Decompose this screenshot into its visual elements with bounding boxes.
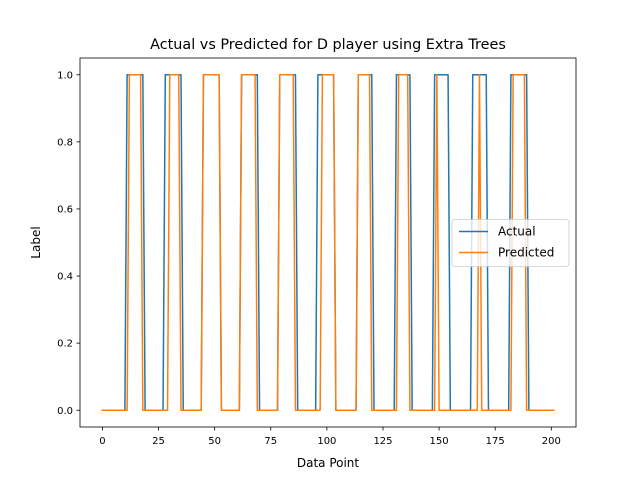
x-tick-label: 75 [264, 436, 277, 447]
x-tick-label: 0 [99, 436, 105, 447]
y-tick-label: 0.2 [57, 339, 73, 350]
x-tick-label: 125 [373, 436, 392, 447]
x-tick-label: 200 [542, 436, 561, 447]
x-tick-label: 25 [152, 436, 165, 447]
plot-frame [79, 57, 577, 428]
y-tick-label: 0.6 [57, 205, 73, 216]
x-axis-label: Data Point [297, 456, 360, 470]
y-tick-label: 0.8 [57, 137, 73, 148]
y-tick-label: 0.0 [57, 406, 73, 417]
y-axis: 0.0 0.2 0.4 0.6 0.8 1.0 [57, 70, 80, 417]
y-axis-label: Label [29, 226, 43, 258]
series-line-predicted [101, 74, 555, 411]
x-tick-label: 175 [486, 436, 505, 447]
x-tick-label: 100 [317, 436, 336, 447]
y-tick-label: 0.4 [57, 272, 73, 283]
legend-label-predicted: Predicted [498, 246, 554, 260]
x-tick-label: 150 [430, 436, 449, 447]
x-axis: 0 25 50 75 100 125 150 175 200 [99, 427, 561, 447]
y-tick-label: 1.0 [57, 70, 73, 81]
chart-title: Actual vs Predicted for D player using E… [150, 37, 506, 53]
legend: Actual Predicted [451, 219, 570, 267]
legend-label-actual: Actual [498, 225, 536, 239]
x-tick-label: 50 [208, 436, 221, 447]
